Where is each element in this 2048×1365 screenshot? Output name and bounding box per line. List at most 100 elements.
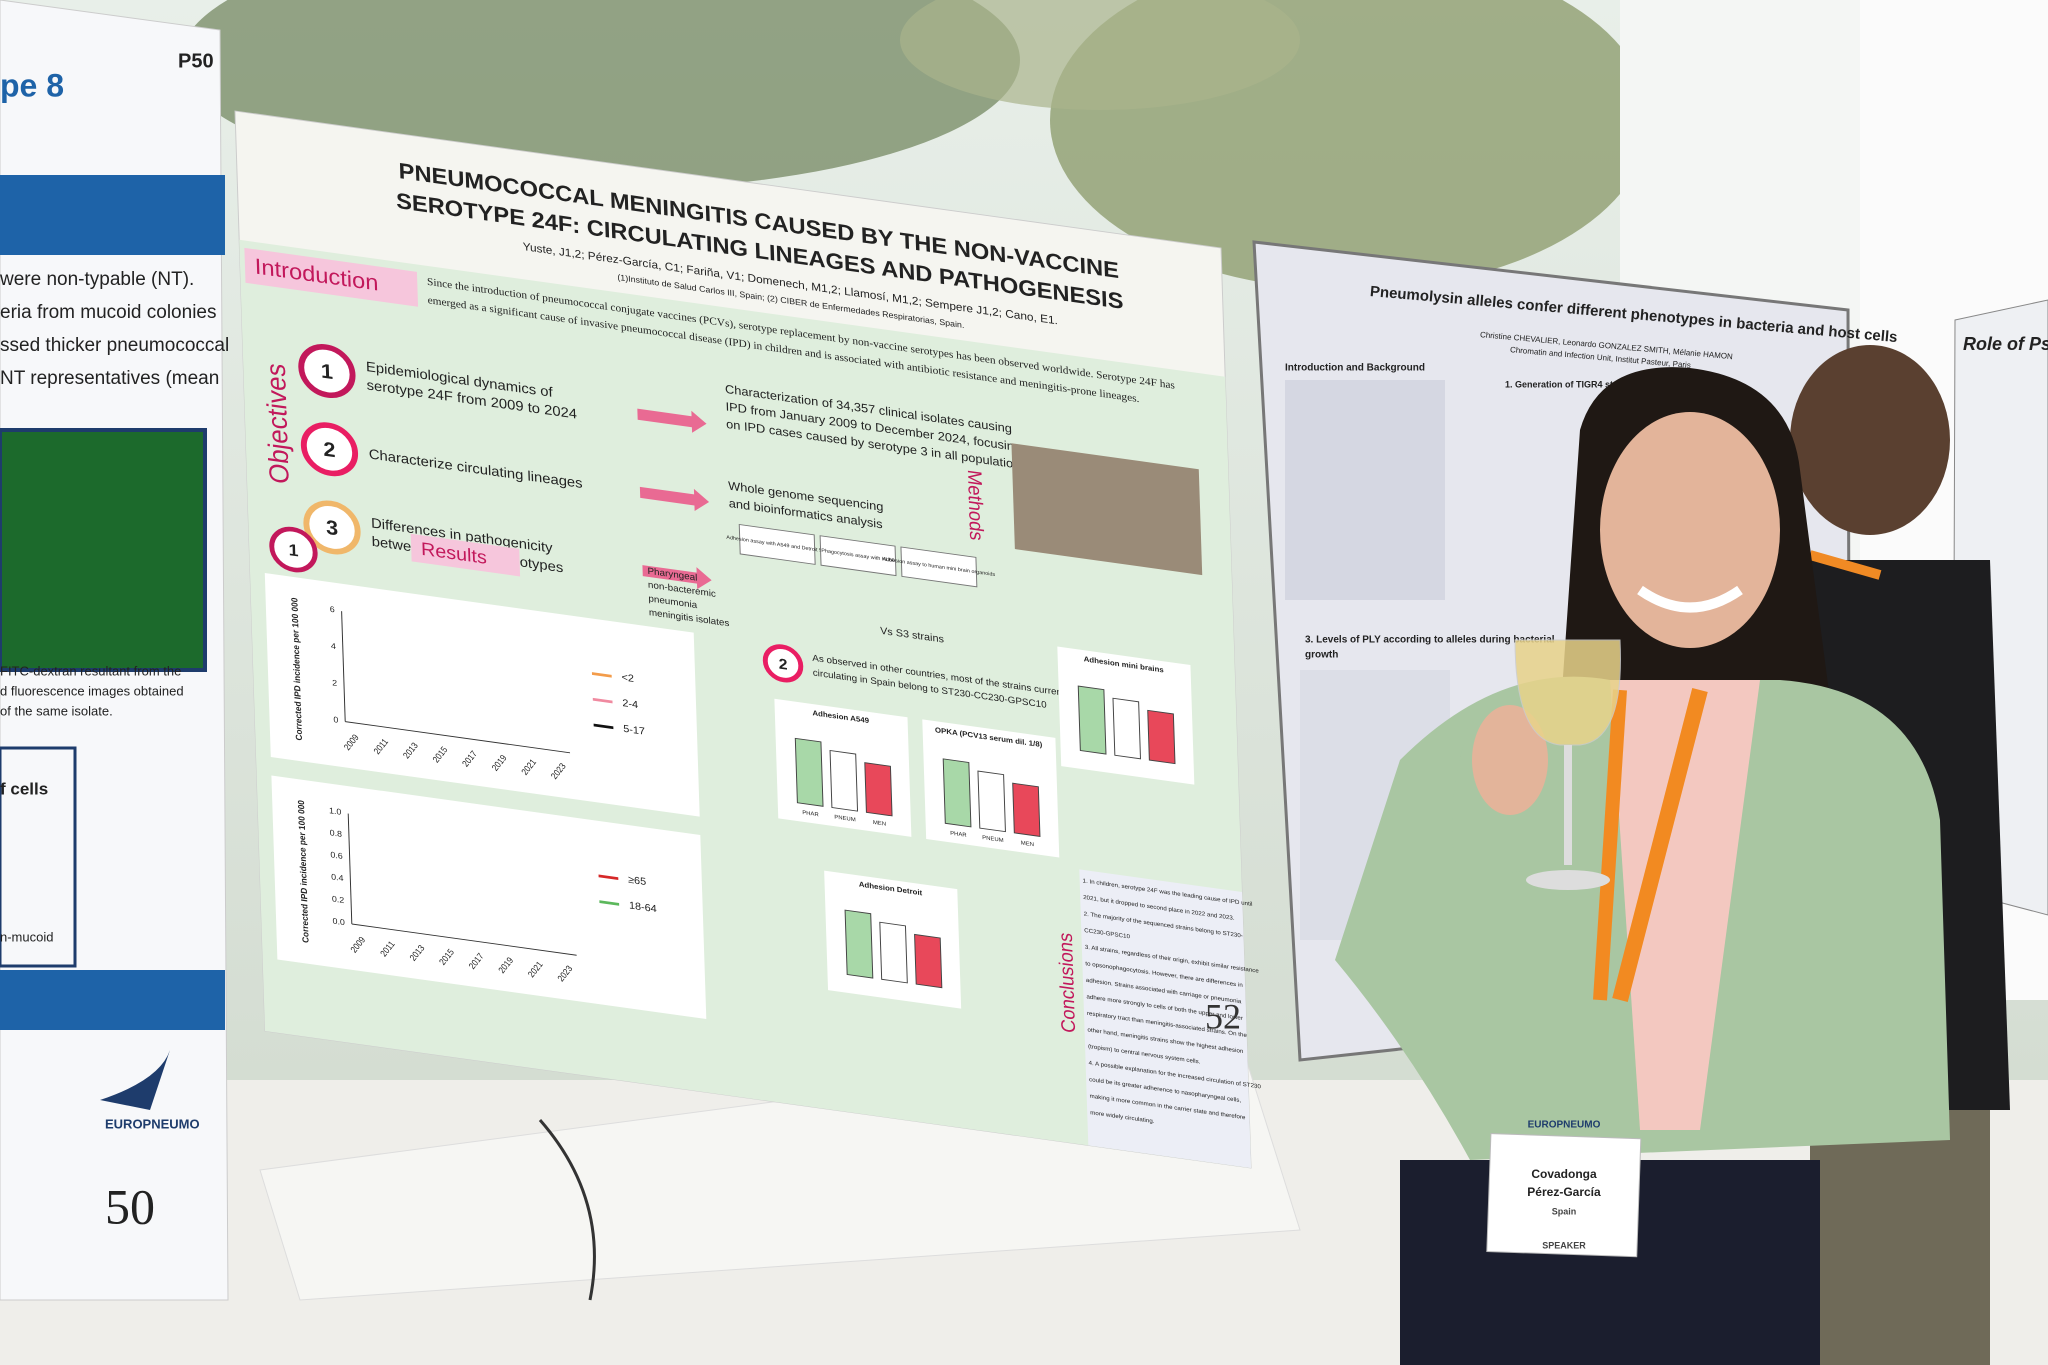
microscopy-image — [0, 428, 207, 672]
axis — [347, 813, 353, 925]
bar-shape — [794, 737, 824, 807]
section-title: 1. Generation of TIGR4 strains with — [1505, 379, 1655, 389]
figure-box — [0, 746, 77, 968]
chart-panel — [271, 775, 707, 1020]
conclusions-box — [1079, 869, 1252, 1169]
left-poster: P50 pe 8 were non-typable (NT). eria from m… — [0, 0, 229, 1301]
y-tick-label: 4 — [331, 641, 336, 651]
bar-shape — [942, 758, 972, 828]
bar-shape — [829, 749, 859, 812]
bar-label: PNEUM — [982, 835, 1004, 844]
axis — [351, 923, 577, 956]
section-title: growth — [1305, 650, 1338, 661]
section-title: Conclusions — [1055, 931, 1080, 1034]
section-title: Methods — [963, 469, 987, 543]
axis-title: Corrected IPD incidence per 100 000 — [296, 799, 311, 943]
y-tick-label: 0.8 — [330, 828, 343, 839]
text-block — [1285, 380, 1445, 600]
number-badge — [298, 344, 356, 399]
main-poster: PNEUMOCOCCAL MENINGITIS CAUSED BY THE NO… — [234, 110, 1262, 1169]
caption-line: of the same isolate. — [0, 703, 113, 718]
bar-shape — [1012, 782, 1041, 837]
number-badge — [300, 422, 359, 477]
section-box — [244, 247, 419, 307]
assay-box — [819, 535, 897, 577]
section-title: Objectives — [260, 361, 295, 485]
bar-label: PHAR — [950, 831, 967, 839]
objective-number: 3 — [326, 517, 339, 541]
caption-line: FITC-dextran resultant from the — [0, 663, 181, 678]
body-line: NT representatives (mean — [0, 368, 219, 389]
arrow — [637, 408, 707, 433]
chart-panel — [264, 573, 700, 817]
bar-shape — [844, 909, 874, 979]
section-title: 3. Levels of PLY according to alleles du… — [1305, 635, 1555, 646]
legend-label: <2 — [621, 672, 634, 685]
heading: pe 8 — [0, 67, 64, 103]
badge-text: SPEAKER — [1542, 1240, 1586, 1250]
section-title: Introduction and Background — [1285, 363, 1425, 374]
bar-label: MEN — [873, 820, 886, 828]
badge-text: Pérez-García — [1527, 1185, 1601, 1199]
legend-label: 18-64 — [629, 900, 657, 915]
person — [1335, 367, 1950, 1365]
bar-shape — [879, 921, 908, 984]
caption-line: d fluorescence images obtained — [0, 683, 184, 698]
legend-label: 5-17 — [623, 723, 645, 738]
bar-shape — [1077, 685, 1107, 755]
bar-shape — [864, 762, 893, 817]
poster-title: Role of Psp — [1963, 334, 2048, 354]
figure-label: n-mucoid — [0, 929, 53, 944]
axis — [345, 721, 571, 754]
assay-box — [738, 523, 816, 565]
legend-label: 2-4 — [622, 697, 638, 711]
axis — [341, 611, 346, 722]
bar-shape — [1112, 697, 1141, 760]
number-badge — [762, 644, 804, 683]
y-tick-label: 1.0 — [329, 805, 342, 816]
axis-title: Corrected IPD incidence per 100 000 — [289, 597, 304, 741]
legend-swatch — [598, 874, 619, 880]
bar-label: MEN — [1021, 841, 1034, 849]
name-badge: EUROPNEUMO Covadonga Pérez-García Spain SPEA… — [1486, 1120, 1642, 1258]
y-tick-label: 0.0 — [332, 916, 345, 927]
badge-text: Spain — [1552, 1206, 1577, 1216]
badge-text: Covadonga — [1531, 1167, 1597, 1181]
section-box — [410, 533, 521, 577]
arrow — [639, 486, 710, 511]
poster-code: P50 — [178, 50, 214, 72]
legend-swatch — [599, 900, 620, 906]
microscopy-image — [1011, 443, 1203, 576]
y-tick-label: 0.4 — [331, 872, 344, 883]
bar-label: PNEUM — [834, 815, 856, 824]
assay-box — [900, 546, 978, 588]
arrow — [642, 565, 712, 590]
y-tick-label: 2 — [332, 678, 337, 688]
legend-swatch — [591, 672, 612, 678]
body-line: eria from mucoid colonies — [0, 302, 216, 323]
bar-shape — [1147, 709, 1176, 765]
stand-leg — [538, 1119, 596, 1301]
bar-shape — [914, 933, 943, 989]
legend-label: ≥65 — [628, 874, 647, 888]
objective-number: 1 — [321, 360, 334, 384]
y-tick-label: 6 — [330, 604, 335, 614]
y-tick-label: 0 — [333, 714, 338, 724]
bar-shape — [977, 770, 1006, 833]
poster-number: 50 — [105, 1178, 155, 1234]
objective-number: 2 — [323, 438, 336, 462]
logo: EUROPNEUMO — [105, 1116, 200, 1131]
result-number: 1 — [288, 540, 299, 561]
banner — [0, 175, 225, 255]
result-number: 2 — [778, 656, 787, 674]
y-tick-label: 0.2 — [332, 894, 345, 905]
bar-label: PHAR — [802, 810, 819, 818]
body-line: ssed thicker pneumococcal — [0, 335, 229, 356]
banner — [0, 970, 225, 1030]
legend-swatch — [592, 697, 613, 704]
logo-mark — [100, 1050, 170, 1110]
section-title: f cells — [0, 779, 48, 798]
number-badge — [269, 526, 318, 573]
stand-number: 52 — [1205, 996, 1241, 1036]
